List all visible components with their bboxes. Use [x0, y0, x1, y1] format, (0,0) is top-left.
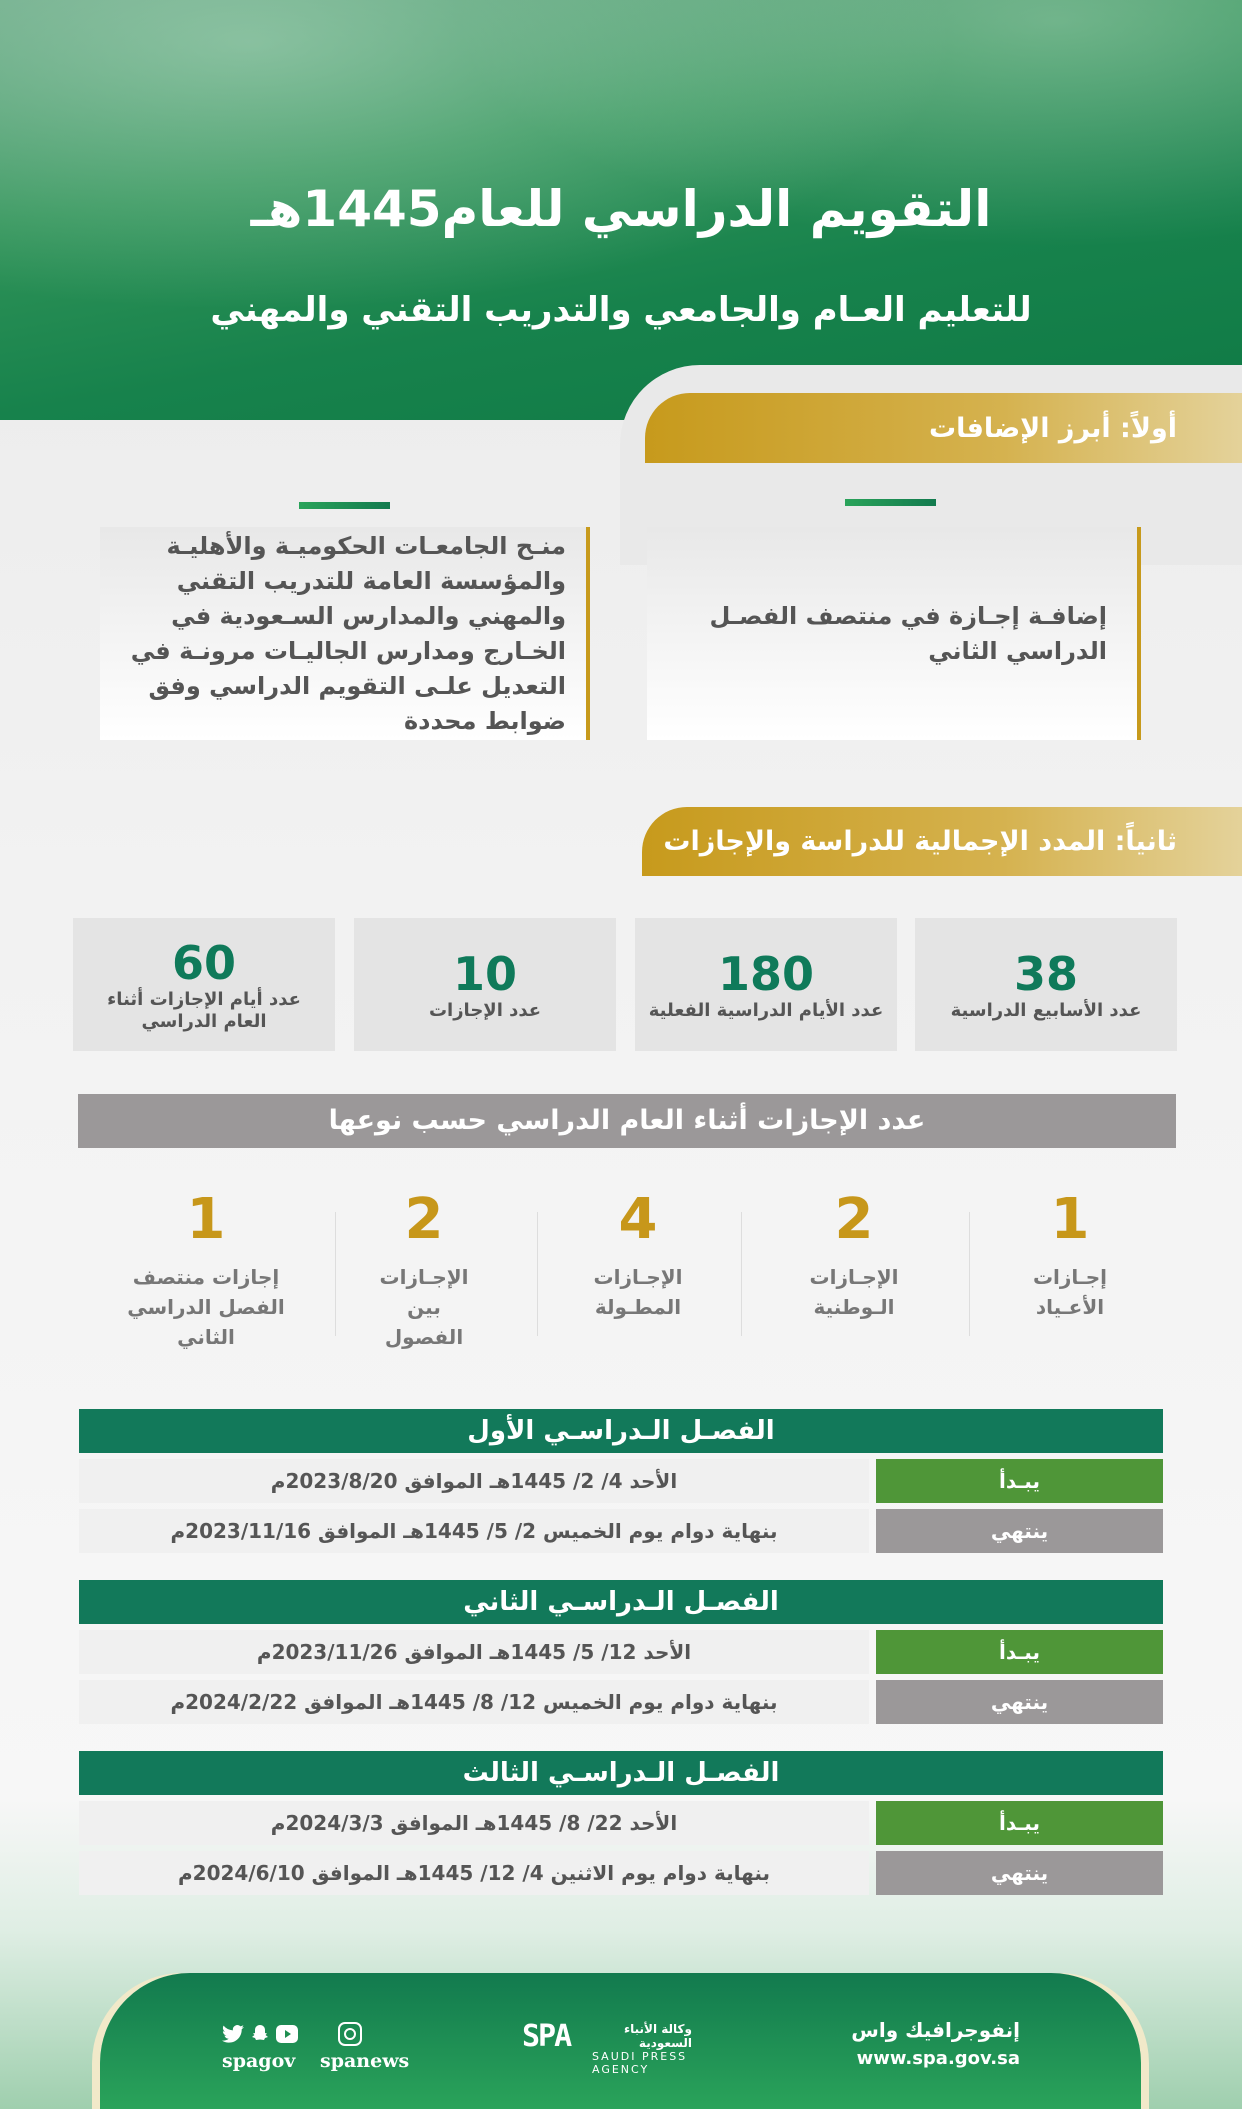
end-label: ينتهي: [876, 1851, 1163, 1895]
stat-label: عدد الأسابيع الدراسية: [950, 999, 1142, 1021]
holiday-type: 1 إجازات منتصف الفصل الدراسي الثاني: [86, 1190, 326, 1352]
logo-text-en: SAUDI PRESS AGENCY: [592, 2050, 688, 2076]
semester-header: الفصـل الـدراسـي الثالث: [79, 1751, 1163, 1795]
end-date: بنهاية دوام يوم الخميس 2/ 5/ 1445هـ المو…: [79, 1509, 869, 1553]
instagram-icon[interactable]: [338, 2022, 362, 2046]
logo-text-ar: وكالة الأنباء السعودية: [624, 2022, 692, 2050]
semester-end-row: ينتهي بنهاية دوام يوم الخميس 2/ 5/ 1445هـ…: [79, 1509, 1163, 1553]
type-label: إجازات منتصف الفصل الدراسي الثاني: [127, 1265, 285, 1349]
holiday-type: 1 إجـازات الأعـياد: [970, 1190, 1170, 1322]
divider: [845, 499, 936, 506]
start-label: يبـدأ: [876, 1459, 1163, 1503]
divider: [741, 1212, 742, 1336]
addition-card: منـح الجامعـات الحكوميـة والأهليـة والمؤ…: [100, 527, 590, 740]
social-handle[interactable]: spagov: [222, 2050, 296, 2072]
divider: [969, 1212, 970, 1336]
holiday-type: 2 الإجـازات الـوطنية: [754, 1190, 954, 1322]
type-label: الإجـازات المطـولة: [593, 1265, 683, 1319]
youtube-icon[interactable]: [276, 2025, 298, 2043]
stat-label: عدد الأيام الدراسية الفعلية: [648, 999, 884, 1021]
semester-start-row: يبـدأ الأحد 4/ 2/ 1445هـ الموافق 2023/8/2…: [79, 1459, 1163, 1503]
social-handle[interactable]: spanews: [320, 2050, 410, 2072]
semester-end-row: ينتهي بنهاية دوام يوم الخميس 12/ 8/ 1445ه…: [79, 1680, 1163, 1724]
type-value: 2: [834, 1187, 874, 1252]
logo-mark: SPA: [522, 2019, 572, 2054]
semester-start-row: يبـدأ الأحد 22/ 8/ 1445هـ الموافق 2024/3/…: [79, 1801, 1163, 1845]
end-date: بنهاية دوام يوم الخميس 12/ 8/ 1445هـ الم…: [79, 1680, 869, 1724]
semester-header: الفصـل الـدراسـي الثاني: [79, 1580, 1163, 1624]
divider: [299, 502, 390, 509]
infographic-brand: إنفوجرافيك واس: [851, 2018, 1020, 2042]
spa-logo: SPA وكالة الأنباء السعودية SAUDI PRESS A…: [522, 2019, 692, 2077]
stat-box: 60 عدد أيام الإجازات أثناء العام الدراسي: [73, 918, 335, 1051]
section1-header: أولاً: أبرز الإضافات: [645, 393, 1242, 463]
page-title: التقويم الدراسي للعام1445هـ: [250, 180, 992, 238]
stat-value: 10: [453, 946, 518, 1001]
end-date: بنهاية دوام يوم الاثنين 4/ 12/ 1445هـ ال…: [79, 1851, 869, 1895]
snapchat-icon[interactable]: [250, 2024, 270, 2044]
stat-value: 38: [1014, 946, 1079, 1001]
addition-card: إضافـة إجـازة في منتصف الفصـل الدراسي ال…: [647, 527, 1141, 740]
website-link[interactable]: www.spa.gov.sa: [856, 2048, 1020, 2069]
type-label: الإجـازات الـوطنية: [809, 1265, 899, 1319]
type-value: 2: [404, 1187, 444, 1252]
type-value: 1: [1050, 1187, 1090, 1252]
start-date: الأحد 22/ 8/ 1445هـ الموافق 2024/3/3م: [79, 1801, 869, 1845]
holiday-type: 4 الإجـازات المطـولة: [538, 1190, 738, 1322]
section2-header: ثانياً: المدد الإجمالية للدراسة والإجازا…: [642, 807, 1242, 876]
page-subtitle: للتعليم العـام والجامعي والتدريب التقني …: [210, 290, 1032, 330]
start-label: يبـدأ: [876, 1630, 1163, 1674]
end-label: ينتهي: [876, 1509, 1163, 1553]
stat-box: 10 عدد الإجازات: [354, 918, 616, 1051]
social-icons: [222, 2022, 362, 2046]
stat-value: 60: [172, 935, 237, 990]
semester-header: الفصـل الـدراسـي الأول: [79, 1409, 1163, 1453]
type-value: 4: [618, 1187, 658, 1252]
divider: [335, 1212, 336, 1336]
type-label: إجـازات الأعـياد: [1032, 1265, 1108, 1319]
semester-end-row: ينتهي بنهاية دوام يوم الاثنين 4/ 12/ 1445…: [79, 1851, 1163, 1895]
divider: [537, 1212, 538, 1336]
semester-start-row: يبـدأ الأحد 12/ 5/ 1445هـ الموافق 2023/11…: [79, 1630, 1163, 1674]
twitter-icon[interactable]: [222, 2024, 244, 2044]
hero-banner: [0, 0, 1242, 420]
start-label: يبـدأ: [876, 1801, 1163, 1845]
stat-value: 180: [717, 946, 815, 1001]
type-label: الإجـازات بين الفصول: [379, 1265, 469, 1349]
stat-label: عدد أيام الإجازات أثناء العام الدراسي: [107, 988, 301, 1032]
start-date: الأحد 12/ 5/ 1445هـ الموافق 2023/11/26م: [79, 1630, 869, 1674]
start-date: الأحد 4/ 2/ 1445هـ الموافق 2023/8/20م: [79, 1459, 869, 1503]
holiday-type: 2 الإجـازات بين الفصول: [324, 1190, 524, 1352]
stat-box: 180 عدد الأيام الدراسية الفعلية: [635, 918, 897, 1051]
end-label: ينتهي: [876, 1680, 1163, 1724]
type-value: 1: [186, 1187, 226, 1252]
types-header: عدد الإجازات أثناء العام الدراسي حسب نوع…: [78, 1094, 1176, 1148]
footer: [100, 1973, 1141, 2109]
stat-label: عدد الإجازات: [428, 999, 542, 1021]
stat-box: 38 عدد الأسابيع الدراسية: [915, 918, 1177, 1051]
